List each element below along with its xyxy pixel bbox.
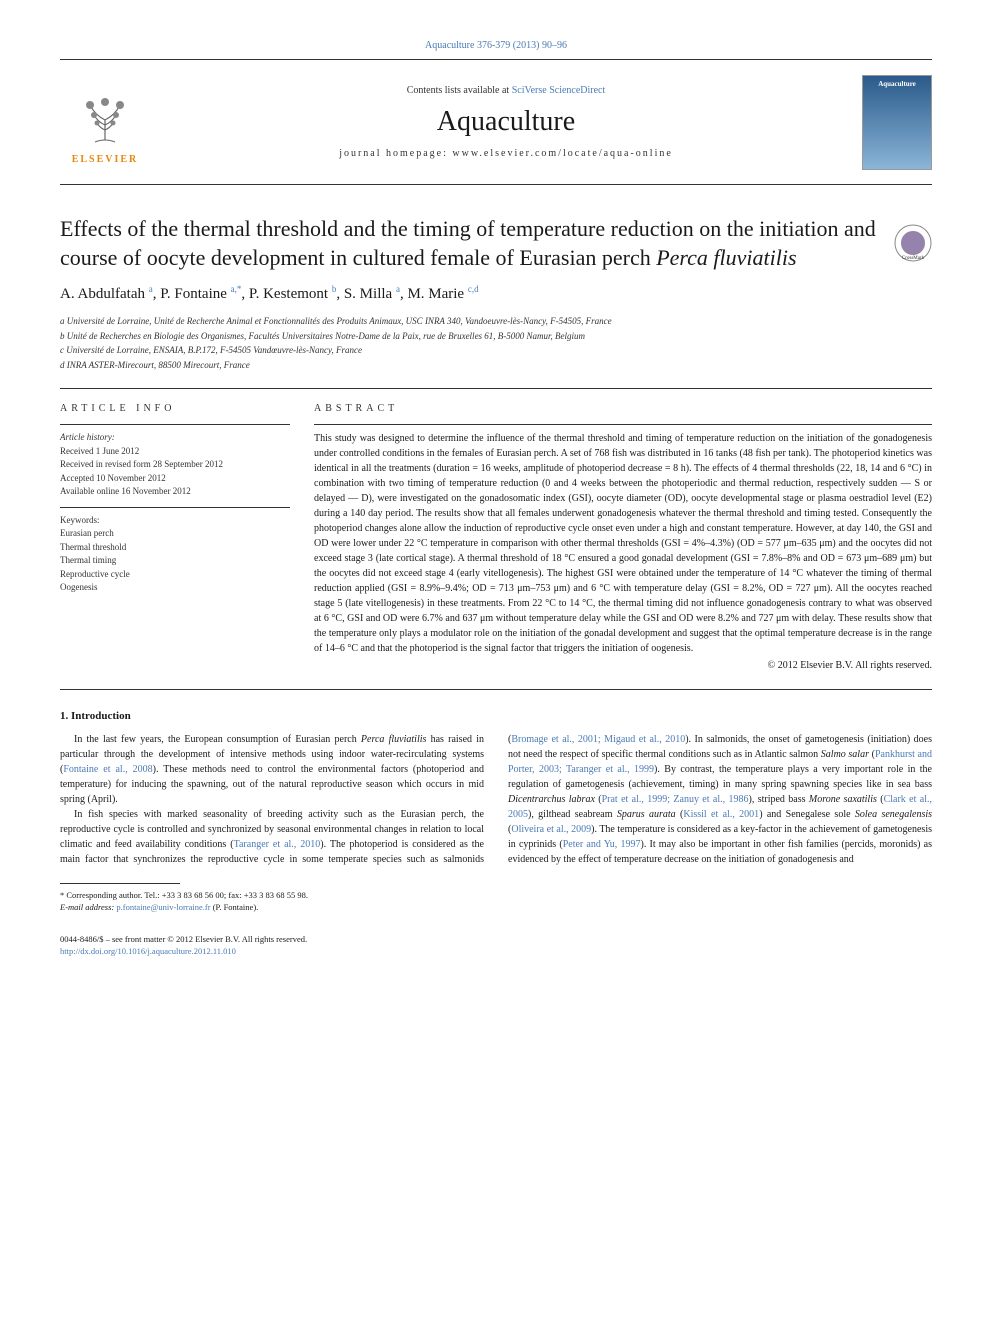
scidirect-link[interactable]: SciVerse ScienceDirect: [512, 85, 606, 96]
divider: [60, 689, 932, 690]
divider: [60, 424, 290, 425]
journal-title: Aquaculture: [150, 106, 862, 138]
corr-contact: * Corresponding author. Tel.: +33 3 83 6…: [60, 890, 932, 902]
author-sup: a,*: [231, 284, 242, 294]
elsevier-tree-icon: [70, 80, 140, 150]
species-name: Solea senegalensis: [855, 809, 932, 820]
text: (: [877, 794, 884, 805]
affiliations: a Université de Lorraine, Unité de Reche…: [60, 315, 932, 372]
corresponding-author-note: * Corresponding author. Tel.: +33 3 83 6…: [60, 890, 932, 914]
footnote-divider: [60, 883, 180, 884]
affiliation: b Unité de Recherches en Biologie des Or…: [60, 330, 932, 344]
journal-center: Contents lists available at SciVerse Sci…: [150, 85, 862, 159]
journal-cover-icon: Aquaculture: [862, 75, 932, 170]
author: S. Milla: [344, 286, 396, 302]
svg-text:CrossMark: CrossMark: [902, 256, 925, 261]
revised-date: Received in revised form 28 September 20…: [60, 458, 290, 472]
text: ), gilthead seabream: [528, 809, 617, 820]
citation-link[interactable]: Kissil et al., 2001: [683, 809, 759, 820]
keyword: Thermal timing: [60, 554, 290, 568]
citation-link[interactable]: Oliveira et al., 2009: [511, 824, 591, 835]
contents-prefix: Contents lists available at: [407, 85, 512, 96]
authors-line: A. Abdulfatah a, P. Fontaine a,*, P. Kes…: [60, 284, 932, 303]
author-sup: c,d: [468, 284, 479, 294]
crossmark-icon[interactable]: CrossMark: [894, 224, 932, 262]
elsevier-logo: ELSEVIER: [60, 72, 150, 172]
keyword: Eurasian perch: [60, 527, 290, 541]
body-paragraph: In the last few years, the European cons…: [60, 732, 484, 807]
text: In the last few years, the European cons…: [74, 734, 361, 745]
citation-link[interactable]: Prat et al., 1999; Zanuy et al., 1986: [602, 794, 749, 805]
text: ) and Senegalese sole: [759, 809, 855, 820]
citation-link[interactable]: Peter and Yu, 1997: [563, 839, 641, 850]
article-title: Effects of the thermal threshold and the…: [60, 215, 932, 272]
email-suffix: (P. Fontaine).: [211, 902, 259, 912]
abstract-text: This study was designed to determine the…: [314, 431, 932, 656]
species-name: Salmo salar: [821, 749, 869, 760]
keyword: Oogenesis: [60, 581, 290, 595]
abstract-col: ABSTRACT This study was designed to dete…: [314, 403, 932, 671]
header-citation: Aquaculture 376-379 (2013) 90–96: [60, 40, 932, 51]
text: (: [595, 794, 602, 805]
species-name: Dicentrarchus labrax: [508, 794, 595, 805]
accepted-date: Accepted 10 November 2012: [60, 472, 290, 486]
author: P. Kestemont: [249, 286, 332, 302]
divider: [60, 507, 290, 508]
article-history: Article history: Received 1 June 2012 Re…: [60, 431, 290, 499]
footer: 0044-8486/$ – see front matter © 2012 El…: [60, 934, 932, 958]
abstract-head: ABSTRACT: [314, 403, 932, 414]
keyword: Reproductive cycle: [60, 568, 290, 582]
species-name: Perca fluviatilis: [361, 734, 426, 745]
article-info-head: ARTICLE INFO: [60, 403, 290, 414]
article-info-col: ARTICLE INFO Article history: Received 1…: [60, 403, 290, 671]
species-name: Morone saxatilis: [809, 794, 877, 805]
author: A. Abdulfatah: [60, 286, 149, 302]
author-sup: b: [332, 284, 337, 294]
contents-line: Contents lists available at SciVerse Sci…: [150, 85, 862, 96]
homepage-url: www.elsevier.com/locate/aqua-online: [452, 148, 672, 159]
section-title: 1. Introduction: [60, 710, 932, 722]
email-link[interactable]: p.fontaine@univ-lorraine.fr: [116, 902, 210, 912]
received-date: Received 1 June 2012: [60, 445, 290, 459]
doi-link[interactable]: http://dx.doi.org/10.1016/j.aquaculture.…: [60, 946, 236, 956]
issn-line: 0044-8486/$ – see front matter © 2012 El…: [60, 934, 932, 946]
author-sup: a: [149, 284, 153, 294]
keyword: Thermal threshold: [60, 541, 290, 555]
author: M. Marie: [407, 286, 467, 302]
keywords-label: Keywords:: [60, 514, 290, 528]
email-label: E-mail address:: [60, 902, 116, 912]
divider: [314, 424, 932, 425]
text: ), striped bass: [749, 794, 809, 805]
info-abstract-row: ARTICLE INFO Article history: Received 1…: [60, 403, 932, 671]
author: P. Fontaine: [160, 286, 230, 302]
publisher-name: ELSEVIER: [72, 154, 139, 165]
divider: [60, 184, 932, 185]
title-species: Perca fluviatilis: [656, 245, 796, 270]
text: ). The photoperiod: [320, 839, 401, 850]
keywords-block: Keywords: Eurasian perch Thermal thresho…: [60, 514, 290, 595]
copyright-line: © 2012 Elsevier B.V. All rights reserved…: [314, 660, 932, 671]
citation-link[interactable]: Bromage et al., 2001; Migaud et al., 201…: [511, 734, 685, 745]
divider: [60, 388, 932, 389]
affiliation: d INRA ASTER-Mirecourt, 88500 Mirecourt,…: [60, 359, 932, 373]
email-line: E-mail address: p.fontaine@univ-lorraine…: [60, 902, 932, 914]
history-label: Article history:: [60, 431, 290, 445]
citation-link[interactable]: Taranger et al., 2010: [234, 839, 321, 850]
citation-link[interactable]: Fontaine et al., 2008: [63, 764, 152, 775]
affiliation: a Université de Lorraine, Unité de Reche…: [60, 315, 932, 329]
body-columns: In the last few years, the European cons…: [60, 732, 932, 867]
author-sup: a: [396, 284, 400, 294]
homepage-line: journal homepage: www.elsevier.com/locat…: [150, 148, 862, 159]
affiliation: c Université de Lorraine, ENSAIA, B.P.17…: [60, 344, 932, 358]
species-name: Sparus aurata: [617, 809, 676, 820]
homepage-prefix: journal homepage:: [339, 148, 452, 159]
cover-title: Aquaculture: [878, 80, 916, 88]
online-date: Available online 16 November 2012: [60, 485, 290, 499]
journal-header: ELSEVIER Contents lists available at Sci…: [60, 60, 932, 184]
